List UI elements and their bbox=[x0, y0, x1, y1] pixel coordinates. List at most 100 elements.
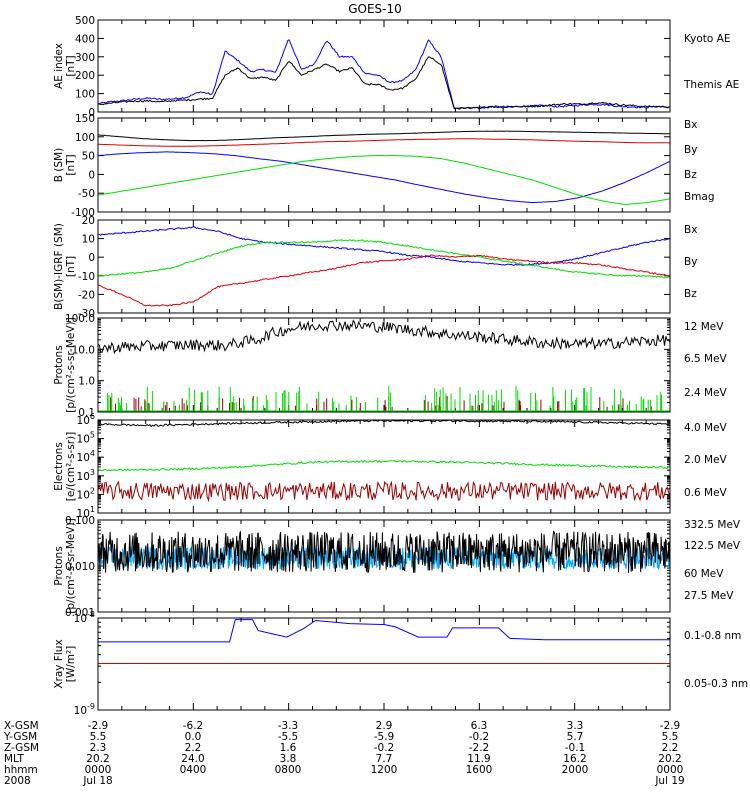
ephemeris-value: 3.3 bbox=[567, 720, 584, 732]
ephemeris-value: 2.2 bbox=[662, 742, 679, 754]
ephemeris-value: -5.9 bbox=[374, 731, 395, 743]
panel-4: Protons [p/(cm²-s-sr-MeV)]0.1 1.0 10.0 100.0… bbox=[53, 313, 728, 419]
y-tick-label: 106 bbox=[77, 412, 95, 427]
legend-0-05-0-3-nm: 0.05-0.3 nm bbox=[684, 678, 748, 690]
y-tick-label: 102 bbox=[77, 486, 95, 501]
y-axis-unit: [nT] bbox=[65, 55, 77, 76]
ephemeris-value: 2.3 bbox=[90, 742, 107, 754]
legend-27-5-mev: 27.5 MeV bbox=[684, 590, 734, 602]
ephemeris-value: Jul 19 bbox=[654, 775, 684, 787]
ephemeris-value: 2000 bbox=[562, 764, 589, 776]
ephemeris-label: X-GSM bbox=[4, 720, 39, 732]
ephemeris-value: 5.5 bbox=[90, 731, 107, 743]
ephemeris-value: 0000 bbox=[657, 764, 684, 776]
legend-bmag: Bmag bbox=[684, 191, 715, 203]
ephemeris-value: -2.2 bbox=[469, 742, 490, 754]
y-tick-label: 0.1 bbox=[78, 407, 95, 419]
y-tick-label: 100.0 bbox=[65, 313, 95, 325]
y-tick-label: 1.0 bbox=[78, 376, 95, 388]
ephemeris-value: 3.8 bbox=[280, 753, 297, 765]
panel-frame bbox=[97, 519, 671, 613]
series-2-0-mev bbox=[97, 459, 671, 472]
ephemeris-value: -6.2 bbox=[183, 720, 204, 732]
legend-by: By bbox=[684, 256, 697, 268]
legend-by: By bbox=[684, 144, 697, 156]
legend-0-1-0-8-nm: 0.1-0.8 nm bbox=[684, 630, 741, 642]
ephemeris-value: 5.7 bbox=[567, 731, 584, 743]
y-tick-label: -30 bbox=[78, 308, 95, 320]
y-tick-label: -50 bbox=[78, 188, 95, 200]
ephemeris-value: 1200 bbox=[371, 764, 398, 776]
legend-themis-ae: Themis AE bbox=[683, 79, 739, 91]
panel-3: B(SM)-IGRF (SM) [nT] -30 -20 -10 0 10 20 Bx By Bz bbox=[53, 215, 697, 320]
legend-2-0-mev: 2.0 MeV bbox=[684, 454, 728, 466]
ephemeris-value: -3.3 bbox=[278, 720, 299, 732]
y-tick-label: 100 bbox=[75, 132, 95, 144]
ephemeris-value: 2.9 bbox=[376, 720, 393, 732]
legend-bz: Bz bbox=[684, 169, 697, 181]
y-tick-label: 200 bbox=[75, 70, 95, 82]
ephemeris-value: -2.9 bbox=[88, 720, 109, 732]
ephemeris-value: -0.2 bbox=[469, 731, 490, 743]
ephemeris-value: 6.3 bbox=[471, 720, 488, 732]
panel-frame bbox=[97, 117, 671, 213]
panel-frame bbox=[97, 419, 671, 514]
ephemeris-value: 20.2 bbox=[86, 753, 109, 765]
panel-frame bbox=[97, 317, 671, 413]
ephemeris-label: hhmm bbox=[4, 764, 38, 776]
legend-4-0-mev: 4.0 MeV bbox=[684, 422, 728, 434]
y-axis-unit: [nT] bbox=[65, 256, 77, 277]
y-axis-label: B (SM) bbox=[53, 148, 65, 182]
ephemeris-value: -5.5 bbox=[278, 731, 299, 743]
legend-bz: Bz bbox=[684, 288, 697, 300]
y-tick-label: 0.010 bbox=[65, 561, 95, 573]
ephemeris-value: -2.9 bbox=[660, 720, 681, 732]
ephemeris-value: 1.6 bbox=[280, 742, 297, 754]
ephemeris-label: MLT bbox=[4, 753, 24, 765]
panel-5: Electrons [e/(cm²-s-sr)]10110210310410510… bbox=[53, 412, 728, 520]
ephemeris-value: -0.2 bbox=[374, 742, 395, 754]
series-27-5-mev bbox=[97, 530, 671, 573]
y-tick-label: 0 bbox=[88, 107, 95, 119]
y-tick-label: 0.100 bbox=[65, 515, 95, 527]
y-tick-label: 105 bbox=[77, 431, 95, 446]
series-kyoto-ae bbox=[97, 39, 671, 110]
legend-12-mev: 12 MeV bbox=[684, 321, 724, 333]
y-tick-label: 0 bbox=[88, 252, 95, 264]
y-tick-label: 0 bbox=[88, 169, 95, 181]
ephemeris-value: 0000 bbox=[85, 764, 112, 776]
ephemeris-value: 5.5 bbox=[662, 731, 679, 743]
legend-0-6-mev: 0.6 MeV bbox=[684, 487, 728, 499]
legend-2-4-mev: 2.4 MeV bbox=[684, 387, 728, 399]
series-bx bbox=[97, 226, 671, 266]
y-axis-unit: [nT] bbox=[65, 154, 77, 175]
y-tick-label: 10-8 bbox=[74, 610, 95, 625]
series-bx bbox=[97, 151, 671, 204]
y-tick-label: 10 bbox=[82, 234, 95, 246]
y-axis-label: Electrons bbox=[53, 442, 65, 491]
y-tick-label: 104 bbox=[77, 449, 95, 464]
panel-2: B (SM) [nT] -100 -50 0 50 100 150 Bx By Bz Bmag bbox=[53, 113, 715, 219]
legend-6-5-mev: 6.5 MeV bbox=[684, 353, 728, 365]
y-tick-label: 300 bbox=[75, 52, 95, 64]
y-axis-label: Protons bbox=[53, 546, 65, 585]
y-tick-label: 10.0 bbox=[72, 344, 95, 356]
y-axis-label: Xray Flux bbox=[53, 639, 65, 688]
y-tick-label: 150 bbox=[75, 113, 95, 125]
ephemeris-value: 0800 bbox=[275, 764, 302, 776]
ephemeris-value: 0.0 bbox=[185, 731, 202, 743]
y-axis-unit: [p/(cm²-s-sr-MeV)] bbox=[65, 518, 77, 613]
series-6-5-mev bbox=[98, 386, 670, 412]
y-tick-label: 400 bbox=[75, 33, 95, 45]
ephemeris-value: 20.2 bbox=[658, 753, 681, 765]
y-tick-label: 10-9 bbox=[74, 702, 95, 717]
y-axis-unit: [W/m²] bbox=[65, 646, 77, 683]
y-tick-label: 103 bbox=[77, 468, 95, 483]
legend-bx: Bx bbox=[684, 224, 697, 236]
legend-kyoto-ae: Kyoto AE bbox=[684, 33, 730, 45]
series-by bbox=[97, 155, 671, 205]
ephemeris-value: Jul 18 bbox=[82, 775, 112, 787]
series-0-05-0-3-nm bbox=[98, 619, 670, 643]
